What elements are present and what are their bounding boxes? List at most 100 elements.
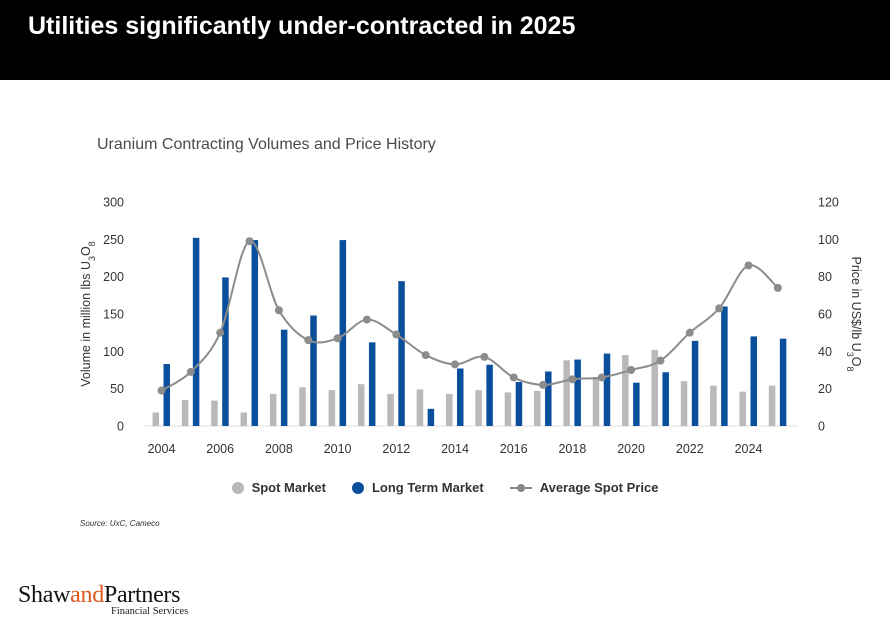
long-term-market-bar xyxy=(427,408,435,426)
y-tick-label: 200 xyxy=(103,270,124,284)
x-tick-label: 2014 xyxy=(441,442,469,456)
long-term-market-bar xyxy=(368,342,376,426)
logo-part-partners: Partners xyxy=(103,582,181,608)
long-term-market-bar xyxy=(398,281,405,426)
long-term-market-bar xyxy=(750,336,757,426)
x-tick-label: 2010 xyxy=(324,442,352,456)
long-term-market-bar xyxy=(222,277,229,426)
spot-market-bar xyxy=(299,387,306,426)
y2-tick-label: 20 xyxy=(818,382,832,396)
logo-subtitle: Financial Services xyxy=(111,606,189,617)
long-term-market-bar xyxy=(163,364,170,426)
long-term-market-bar xyxy=(662,372,669,426)
y-tick-label: 300 xyxy=(103,196,124,210)
spot-market-bar xyxy=(622,355,629,426)
y-tick-label: 100 xyxy=(103,345,124,359)
spot-market-bar xyxy=(357,384,365,426)
y2-tick-label: 0 xyxy=(818,420,825,434)
y-tick-label: 50 xyxy=(110,382,124,396)
long-term-market-bar xyxy=(633,382,640,426)
average-spot-price-point xyxy=(216,328,225,337)
spot-market-bar xyxy=(211,400,218,426)
x-tick-label: 2016 xyxy=(500,442,528,456)
y2-tick-label: 100 xyxy=(818,233,839,247)
header-bar: Utilities significantly under-contracted… xyxy=(0,0,890,80)
long-term-market-bar xyxy=(310,315,317,426)
legend-spot-market: Spot Market xyxy=(231,480,326,495)
spot-market-bar xyxy=(534,390,541,426)
y2-tick-label: 60 xyxy=(818,308,832,322)
average-spot-price-point xyxy=(539,380,548,389)
long-term-market-bar xyxy=(574,359,581,426)
y-tick-label: 150 xyxy=(103,308,124,322)
spot-market-bar xyxy=(651,349,658,426)
average-spot-price-point xyxy=(186,367,195,376)
x-tick-label: 2012 xyxy=(382,442,410,456)
long-term-market-bar xyxy=(721,306,728,426)
y2-tick-label: 120 xyxy=(818,196,839,210)
x-tick-label: 2022 xyxy=(676,442,704,456)
long-term-market-bar xyxy=(545,371,552,426)
long-term-market-bar xyxy=(192,237,200,426)
long-term-market-bar xyxy=(280,329,288,426)
long-term-market-bar xyxy=(457,368,464,426)
average-spot-price-point xyxy=(421,351,430,360)
spot-market-bar xyxy=(710,385,717,426)
average-spot-price-point xyxy=(451,360,459,369)
average-spot-price-point xyxy=(157,386,166,395)
spot-market-bar xyxy=(328,390,336,426)
average-spot-price-line xyxy=(160,240,779,392)
average-spot-price-point xyxy=(568,375,577,384)
spot-market-bar xyxy=(416,389,424,426)
legend-average-spot-price: Average Spot Price xyxy=(509,480,659,495)
logo-part-and: and xyxy=(70,582,104,608)
average-spot-price-point xyxy=(509,373,518,382)
y2-axis-title: Price in US$/lb U3O8 xyxy=(845,257,863,372)
average-spot-price-point xyxy=(715,304,724,313)
average-spot-price-point xyxy=(627,366,636,374)
long-term-market-bar xyxy=(603,353,611,426)
spot-market-bar xyxy=(446,393,453,426)
y2-tick-label: 40 xyxy=(818,345,832,359)
long-term-market-bar xyxy=(339,240,347,426)
x-tick-label: 2024 xyxy=(735,442,763,456)
long-term-market-bar xyxy=(779,338,787,426)
long-term-market-bar xyxy=(515,381,523,426)
y-tick-label: 0 xyxy=(117,420,124,434)
y-tick-label: 250 xyxy=(103,233,124,247)
x-tick-label: 2018 xyxy=(558,442,586,456)
spot-market-bar xyxy=(739,391,746,426)
logo-wordmark: ShawandPartners xyxy=(18,583,188,607)
legend-spot-label: Spot Market xyxy=(251,480,326,495)
legend-spot-swatch xyxy=(231,481,244,494)
legend-long-term-market: Long Term Market xyxy=(351,480,484,495)
average-spot-price-point xyxy=(480,352,489,361)
spot-market-bar xyxy=(269,393,277,426)
chart-legend: Spot Market Long Term Market Average Spo… xyxy=(0,480,890,495)
spot-market-bar xyxy=(152,412,159,426)
spot-market-bar xyxy=(387,393,394,426)
average-spot-price-point xyxy=(362,315,371,324)
long-term-market-bar xyxy=(486,364,493,426)
logo-part-shaw: Shaw xyxy=(18,582,71,608)
average-spot-price-point xyxy=(245,237,254,246)
company-logo: ShawandPartners Financial Services xyxy=(18,583,188,617)
average-spot-price-point xyxy=(744,261,753,270)
average-spot-price-point xyxy=(597,373,606,382)
legend-long-term-swatch xyxy=(351,481,364,494)
spot-market-bar xyxy=(768,385,776,426)
average-spot-price-point xyxy=(274,306,283,315)
spot-market-bar xyxy=(181,399,189,426)
average-spot-price-point xyxy=(685,328,694,337)
legend-long-term-label: Long Term Market xyxy=(371,480,484,495)
spot-market-bar xyxy=(504,392,512,426)
legend-price-label: Average Spot Price xyxy=(539,480,659,495)
legend-price-swatch xyxy=(509,482,532,494)
slide-title: Utilities significantly under-contracted… xyxy=(28,12,576,40)
x-tick-label: 2020 xyxy=(617,442,645,456)
average-spot-price-point xyxy=(304,336,313,345)
long-term-market-bar xyxy=(691,340,699,426)
average-spot-price-point xyxy=(392,330,401,339)
spot-market-bar xyxy=(475,390,482,426)
